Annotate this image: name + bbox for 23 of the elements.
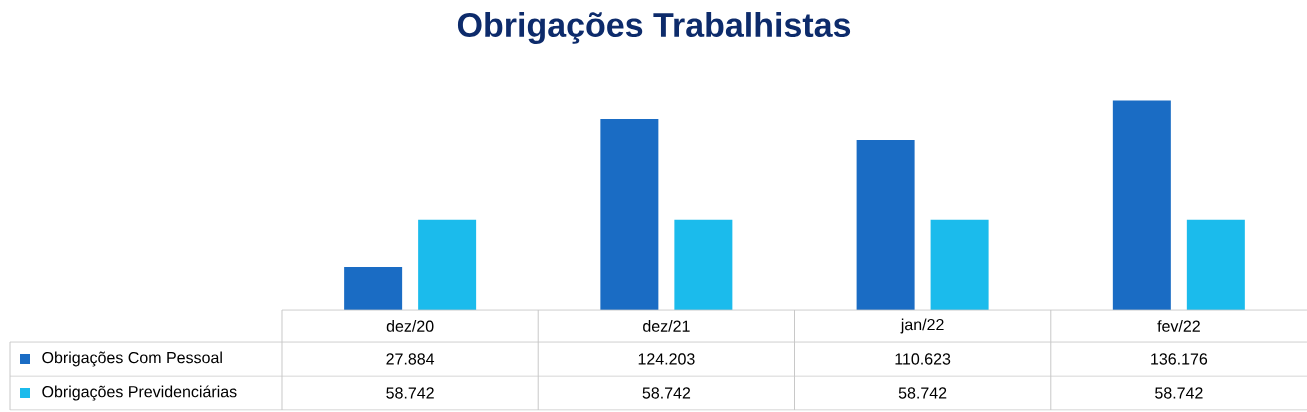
legend-label: Obrigações Previdenciárias — [42, 385, 237, 401]
bar — [1186, 219, 1245, 310]
bar — [674, 219, 733, 310]
data-label: 136.176 — [1151, 353, 1208, 365]
data-label: 58.742 — [386, 387, 434, 399]
x-tick-label: jan/22 — [900, 318, 944, 334]
data-label: 124.203 — [638, 353, 695, 365]
x-tick-label: fev/22 — [1157, 320, 1200, 332]
bar — [930, 219, 989, 310]
x-tick-label: dez/20 — [386, 320, 434, 332]
data-label: 58.742 — [642, 387, 691, 399]
legend-label: Obrigações Com Pessoal — [42, 351, 222, 367]
data-label: 58.742 — [1155, 387, 1203, 399]
bar — [600, 119, 659, 310]
bar — [1112, 100, 1171, 310]
bar — [856, 139, 915, 310]
chart-title: Obrigações Trabalhistas — [457, 12, 851, 44]
data-label: 58.742 — [898, 387, 947, 399]
bar — [344, 267, 403, 310]
x-tick-label: dez/21 — [643, 320, 690, 332]
bar — [418, 219, 477, 310]
data-label: 110.623 — [895, 353, 951, 365]
data-label: 27.884 — [386, 353, 435, 365]
